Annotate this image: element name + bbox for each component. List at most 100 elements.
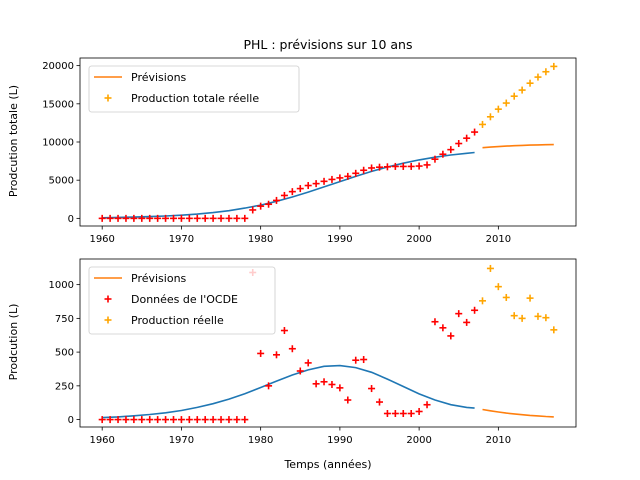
y-tick-label: 750 [55, 314, 74, 325]
chart-title: PHL : prévisions sur 10 ans [244, 37, 413, 52]
plot-area-bottom: 1960 1970 1980 1990 2000 2010 0 250 500 750 1000 Pr… [49, 258, 577, 446]
data-point [368, 164, 376, 172]
data-point [471, 306, 479, 314]
data-point [463, 318, 471, 326]
data-point [407, 410, 415, 418]
x-tick-label: 1990 [327, 435, 352, 446]
data-point [328, 175, 336, 183]
data-point [146, 214, 154, 222]
y-tick-label: 5000 [49, 176, 74, 187]
data-point [328, 380, 336, 388]
data-point [518, 86, 526, 94]
series-line [102, 364, 475, 419]
data-point [383, 163, 391, 171]
x-tick-label: 2000 [406, 435, 431, 446]
data-point [344, 172, 352, 180]
data-point [280, 191, 288, 199]
data-point [336, 384, 344, 392]
data-point [550, 62, 558, 70]
data-point [542, 314, 550, 322]
data-point [526, 79, 534, 87]
data-point [122, 214, 130, 222]
x-tick-label: 2010 [486, 435, 511, 446]
data-point [98, 214, 106, 222]
data-point [455, 310, 463, 318]
data-point [352, 169, 360, 177]
data-point [177, 416, 185, 424]
data-point [154, 416, 162, 424]
legend-label: Prévisions [131, 71, 187, 84]
data-point [106, 416, 114, 424]
x-tick-label: 1960 [89, 234, 114, 245]
data-point [162, 416, 170, 424]
data-point [502, 99, 510, 107]
data-point [304, 182, 312, 190]
data-point [360, 166, 368, 174]
y-tick-label: 0 [68, 214, 74, 225]
data-point [138, 416, 146, 424]
data-point [233, 214, 241, 222]
data-point [423, 161, 431, 169]
y-tick-label: 250 [55, 381, 74, 392]
data-point [471, 128, 479, 136]
data-point [130, 214, 138, 222]
data-point [391, 162, 399, 170]
data-point [98, 416, 106, 424]
data-point [193, 416, 201, 424]
data-point [201, 416, 209, 424]
data-point [431, 155, 439, 163]
data-point [201, 214, 209, 222]
data-point [336, 174, 344, 182]
data-point [463, 134, 471, 142]
data-point [320, 177, 328, 185]
axes-frame [79, 258, 577, 428]
data-point [177, 214, 185, 222]
data-point [122, 416, 130, 424]
data-point [233, 416, 241, 424]
chart-annual-production: 1960 1970 1980 1990 2000 2010 0 250 500 750 1000 Pr… [7, 258, 577, 471]
data-point [510, 92, 518, 100]
data-point [288, 188, 296, 196]
legend-box [88, 65, 300, 113]
data-point [114, 214, 122, 222]
data-point [169, 214, 177, 222]
data-point [280, 327, 288, 335]
data-point [423, 401, 431, 409]
data-point [479, 120, 487, 128]
data-point [407, 162, 415, 170]
data-point [486, 264, 494, 272]
data-point [399, 410, 407, 418]
data-point [494, 283, 502, 291]
data-point [352, 356, 360, 364]
data-point [241, 214, 249, 222]
x-tick-label: 2010 [486, 234, 511, 245]
data-point [534, 73, 542, 81]
series-line [482, 143, 554, 149]
data-point [439, 324, 447, 332]
data-point [494, 105, 502, 113]
x-tick-label: 1990 [327, 234, 352, 245]
data-point [447, 146, 455, 154]
chart-total-production: PHL : prévisions sur 10 ans 1960 1970 1980… [7, 37, 577, 245]
data-point [257, 202, 265, 210]
y-axis-label-top: Prodcution totale (L) [7, 85, 20, 197]
data-point [296, 367, 304, 375]
data-point [455, 140, 463, 148]
series-line [482, 408, 554, 418]
y-tick-label: 15000 [42, 99, 74, 110]
x-tick-label: 1980 [248, 435, 273, 446]
data-point [526, 294, 534, 302]
legend-label: Prévisions [131, 272, 187, 285]
data-point [391, 410, 399, 418]
data-point [272, 351, 280, 359]
y-tick-label: 0 [68, 415, 74, 426]
legend-label: Production totale réelle [131, 92, 259, 105]
legend-label: Production réelle [131, 314, 224, 327]
data-point [415, 162, 423, 170]
data-point [383, 410, 391, 418]
data-point [114, 416, 122, 424]
data-point [550, 326, 558, 334]
data-point [304, 359, 312, 367]
data-point [154, 214, 162, 222]
